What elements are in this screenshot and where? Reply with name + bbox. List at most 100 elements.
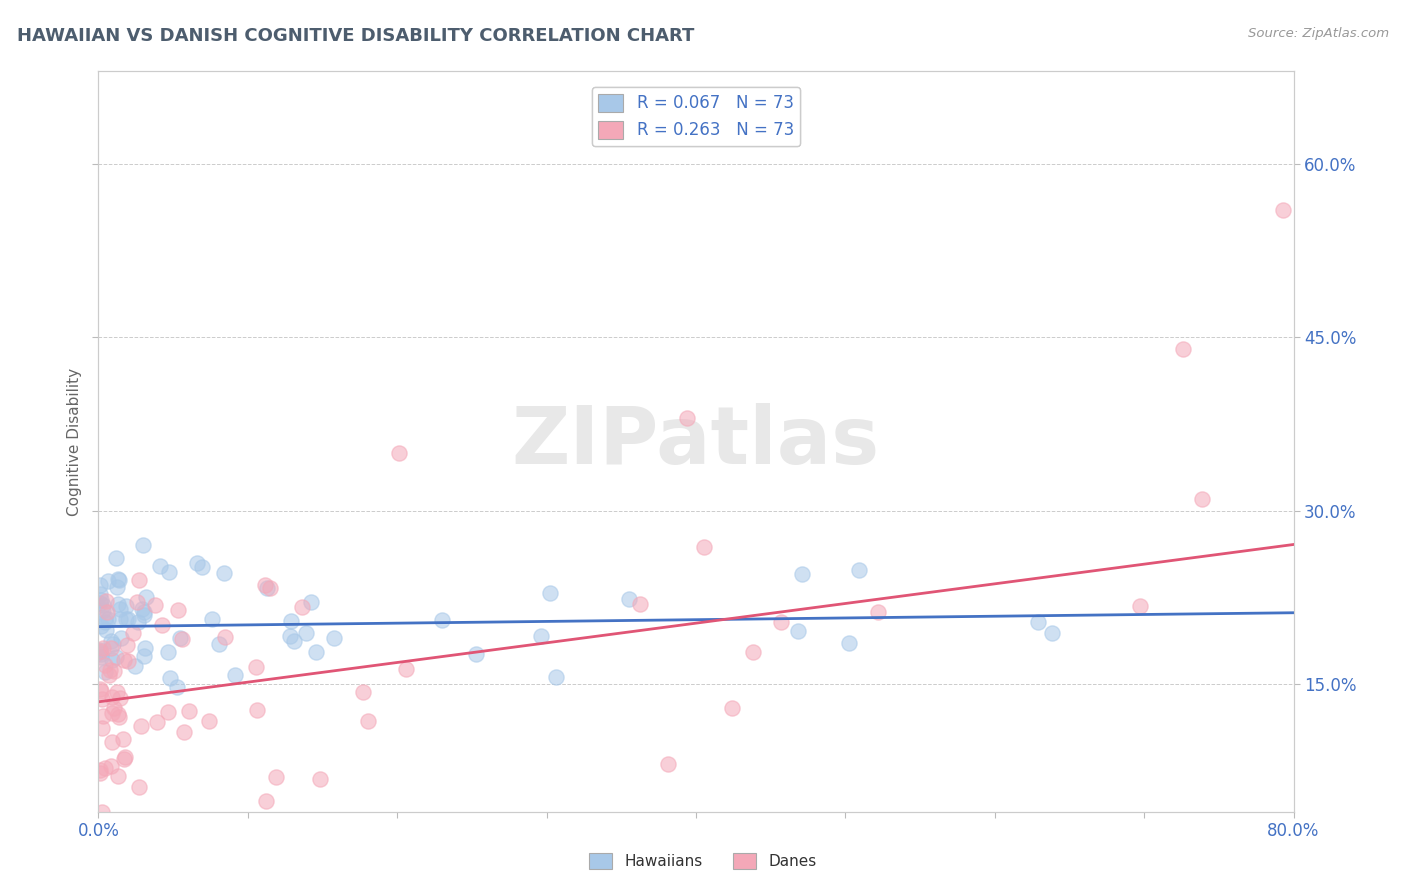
Point: [146, 714, 169, 729]
Point: [101, 735, 124, 749]
Point: [94, 624, 117, 638]
Point: [94, 611, 117, 625]
Point: [90, 592, 112, 607]
Point: [170, 632, 193, 646]
Point: [89, 681, 111, 696]
Point: [208, 637, 231, 651]
Point: [124, 658, 146, 673]
Point: [357, 714, 380, 728]
Point: [89, 596, 111, 610]
Point: [280, 629, 302, 643]
Point: [657, 757, 679, 772]
Text: ZIPatlas: ZIPatlas: [512, 402, 880, 481]
Point: [101, 653, 124, 667]
Point: [89, 643, 111, 657]
Point: [100, 759, 122, 773]
Point: [617, 592, 640, 607]
Point: [790, 566, 813, 581]
Point: [110, 632, 132, 646]
Point: [127, 615, 149, 629]
Point: [299, 595, 322, 609]
Point: [91, 641, 114, 656]
Point: [93, 761, 115, 775]
Point: [112, 731, 135, 746]
Point: [769, 615, 792, 629]
Text: Source: ZipAtlas.com: Source: ZipAtlas.com: [1249, 27, 1389, 40]
Point: [538, 585, 561, 599]
Point: [89, 765, 111, 780]
Point: [848, 563, 870, 577]
Point: [190, 560, 212, 574]
Legend: R = 0.067   N = 73, R = 0.263   N = 73: R = 0.067 N = 73, R = 0.263 N = 73: [592, 87, 800, 146]
Point: [105, 580, 128, 594]
Point: [179, 704, 201, 718]
Point: [94, 665, 117, 679]
Point: [121, 626, 143, 640]
Point: [105, 684, 128, 698]
Point: [90, 684, 112, 698]
Point: [159, 566, 181, 580]
Point: [129, 719, 152, 733]
Point: [198, 714, 221, 728]
Point: [132, 607, 155, 622]
Point: [107, 706, 129, 721]
Point: [309, 772, 332, 787]
Point: [112, 751, 135, 765]
Point: [291, 599, 314, 614]
Point: [259, 581, 281, 595]
Point: [256, 581, 278, 595]
Point: [108, 573, 131, 587]
Point: [94, 658, 117, 673]
Point: [89, 763, 111, 777]
Point: [388, 446, 411, 460]
Point: [323, 631, 346, 645]
Point: [159, 671, 181, 685]
Point: [169, 631, 191, 645]
Point: [91, 598, 114, 612]
Point: [143, 598, 166, 612]
Point: [96, 593, 118, 607]
Point: [91, 721, 114, 735]
Point: [1171, 342, 1194, 356]
Point: [464, 647, 486, 661]
Point: [530, 629, 553, 643]
Point: [107, 597, 129, 611]
Point: [264, 770, 287, 784]
Point: [91, 709, 114, 723]
Point: [100, 641, 122, 656]
Point: [107, 572, 129, 586]
Point: [150, 618, 173, 632]
Point: [97, 611, 120, 625]
Point: [693, 541, 716, 555]
Point: [89, 644, 111, 658]
Point: [96, 606, 118, 620]
Point: [167, 603, 190, 617]
Point: [115, 638, 138, 652]
Point: [838, 636, 860, 650]
Point: [104, 551, 127, 566]
Point: [675, 411, 697, 425]
Point: [115, 611, 138, 625]
Point: [254, 578, 277, 592]
Point: [132, 538, 155, 552]
Point: [128, 780, 150, 795]
Point: [224, 668, 246, 682]
Point: [245, 703, 267, 717]
Point: [103, 701, 125, 715]
Point: [135, 590, 157, 604]
Point: [156, 645, 179, 659]
Point: [245, 660, 267, 674]
Point: [628, 597, 651, 611]
Point: [97, 574, 120, 589]
Point: [115, 599, 138, 613]
Point: [295, 626, 318, 640]
Point: [91, 691, 114, 706]
Y-axis label: Cognitive Disability: Cognitive Disability: [66, 368, 82, 516]
Point: [201, 612, 224, 626]
Point: [352, 685, 374, 699]
Point: [128, 574, 150, 588]
Point: [89, 578, 111, 592]
Point: [1191, 491, 1213, 506]
Point: [103, 664, 125, 678]
Point: [173, 725, 195, 739]
